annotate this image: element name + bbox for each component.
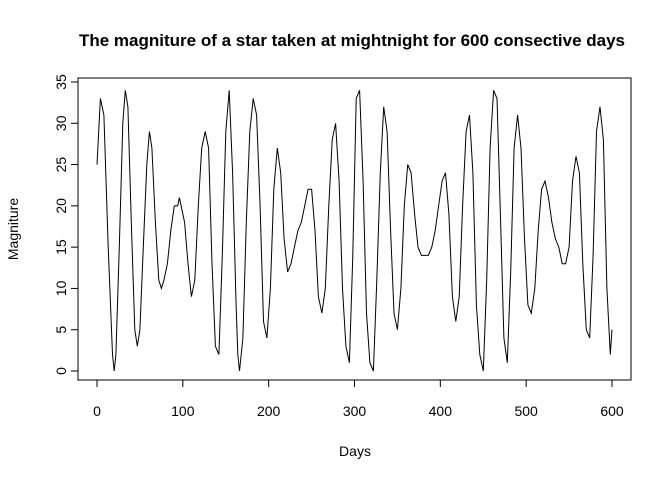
y-tick-label: 20 (53, 198, 69, 214)
x-tick-label: 200 (257, 403, 281, 419)
y-axis-label: Magniture (5, 198, 21, 260)
x-axis: 0 100 200 300 400 500 600 (93, 379, 624, 419)
y-tick-label: 5 (53, 326, 69, 334)
x-tick-label: 0 (93, 403, 101, 419)
x-tick-label: 300 (343, 403, 367, 419)
y-tick-label: 0 (53, 367, 69, 375)
y-tick-label: 15 (53, 239, 69, 255)
y-tick-label: 30 (53, 115, 69, 131)
y-axis: 0 5 10 15 20 25 30 35 (53, 74, 79, 375)
y-tick-label: 25 (53, 157, 69, 173)
x-tick-label: 600 (600, 403, 624, 419)
y-tick-label: 10 (53, 280, 69, 296)
x-tick-label: 500 (514, 403, 538, 419)
chart-title: The magniture of a star taken at mightni… (79, 31, 625, 50)
x-tick-label: 400 (429, 403, 453, 419)
x-tick-label: 100 (171, 403, 195, 419)
plot-box (77, 77, 632, 381)
x-axis-label: Days (339, 443, 371, 459)
series-line (96, 90, 613, 372)
y-tick-label: 35 (53, 74, 69, 90)
